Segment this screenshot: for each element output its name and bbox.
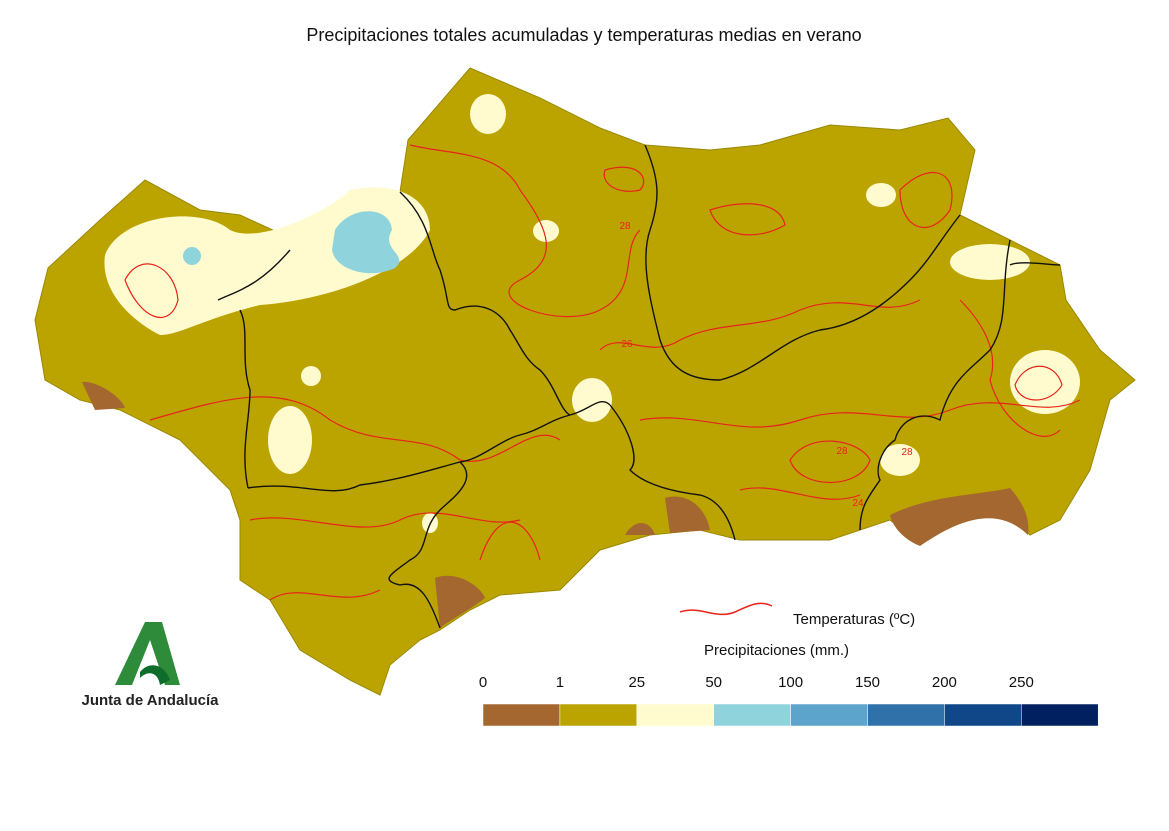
wetter-area <box>332 211 400 274</box>
contour-label: 26 <box>621 339 633 350</box>
dry-areas <box>82 381 1029 628</box>
isotherm <box>709 203 786 236</box>
wetter-area <box>183 247 201 265</box>
scale-tick-label: 250 <box>1009 674 1034 691</box>
legend-swatch <box>790 703 868 727</box>
contour-label: 24 <box>852 498 864 509</box>
isotherms <box>124 144 1081 601</box>
isotherm <box>124 263 179 318</box>
logo-text: Junta de Andalucía <box>82 692 220 709</box>
legend-swatch <box>867 703 945 727</box>
border <box>247 414 571 492</box>
scale-tick-label: 150 <box>855 674 880 691</box>
isotherm <box>479 521 541 561</box>
scale-tick-label: 1 <box>556 674 564 691</box>
border <box>388 461 468 629</box>
border <box>644 144 961 381</box>
wet-area <box>301 366 321 386</box>
wet-area <box>1010 350 1080 414</box>
legend-line <box>679 602 773 616</box>
scale-tick-label: 25 <box>628 674 645 691</box>
isotherm <box>639 399 1081 428</box>
precipitation-label: Precipitaciones (mm.) <box>704 642 849 659</box>
wet-area <box>533 220 559 242</box>
contour-label: 28 <box>836 446 848 457</box>
isotherm <box>599 299 921 351</box>
scale-tick-label: 0 <box>479 674 487 691</box>
wet-area <box>950 244 1030 280</box>
legend-swatch <box>713 703 791 727</box>
isotherm <box>789 440 871 484</box>
dry-area <box>82 381 125 410</box>
legend: Temperaturas (ºC) Precipitaciones (mm.) … <box>479 602 1099 727</box>
province-borders <box>217 144 1061 629</box>
legend-swatch <box>944 703 1022 727</box>
wet-area <box>572 378 612 422</box>
logo-mark <box>115 622 180 685</box>
map: 28 26 28 24 28 <box>34 67 1136 696</box>
dry-area <box>625 522 655 535</box>
title: Precipitaciones totales acumuladas y tem… <box>306 25 861 45</box>
border <box>217 249 291 489</box>
scale-tick-label: 50 <box>705 674 722 691</box>
isotherm <box>959 299 1061 437</box>
isotherm <box>409 144 641 318</box>
contour-label: 28 <box>901 447 913 458</box>
border <box>1009 262 1061 266</box>
legend-swatch <box>1021 703 1099 727</box>
border <box>609 404 736 541</box>
wet-area <box>268 406 312 474</box>
isotherm <box>603 166 645 192</box>
isotherm <box>1014 365 1063 401</box>
legend-swatch <box>636 703 714 727</box>
contour-label: 28 <box>619 221 631 232</box>
wet-area <box>880 444 920 476</box>
wetter-areas <box>183 211 400 274</box>
color-scale: 0 1 25 50 100 150 200 250 <box>479 674 1099 727</box>
legend-swatch <box>559 703 638 727</box>
wet-area <box>470 94 506 134</box>
logo-mark-inner <box>140 665 170 685</box>
dry-area <box>435 575 485 628</box>
wet-area <box>866 183 896 207</box>
scale-tick-label: 100 <box>778 674 803 691</box>
isotherm <box>899 172 953 228</box>
isotherm <box>249 512 521 528</box>
legend-swatch <box>482 703 561 727</box>
contour-labels: 28 26 28 24 28 <box>619 221 913 509</box>
temperature-label: Temperaturas (ºC) <box>793 611 915 628</box>
border <box>859 239 1011 531</box>
logo: Junta de Andalucía <box>82 622 220 709</box>
isotherm <box>269 589 381 601</box>
dry-area <box>665 496 710 533</box>
scale-tick-label: 200 <box>932 674 957 691</box>
isotherm <box>149 396 561 462</box>
dry-area <box>890 488 1029 546</box>
isotherm <box>739 487 861 500</box>
